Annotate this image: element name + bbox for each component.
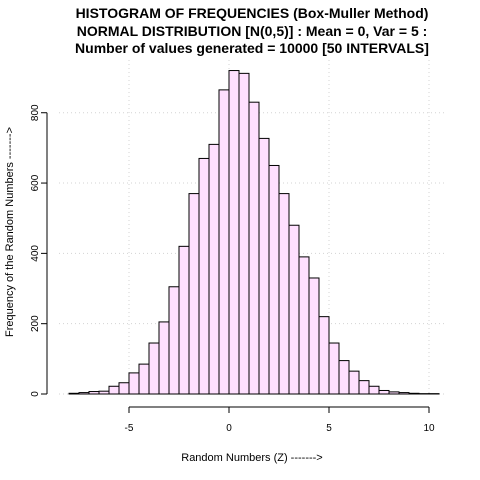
histogram-bar-20	[268, 164, 280, 395]
histogram-bar-30	[368, 385, 380, 395]
histogram-bar-3	[98, 390, 110, 395]
y-axis-label: Frequency of the Random Numbers ------->	[4, 127, 16, 337]
x-tick-label-0: -5	[125, 423, 134, 434]
histogram-bar-7	[138, 363, 150, 395]
histogram-bar-22	[288, 224, 300, 395]
chart-title-line-3: Number of values generated = 10000 [50 I…	[75, 40, 429, 56]
histogram-bar-9	[158, 321, 170, 395]
histogram-bar-28	[348, 370, 360, 395]
histogram-bar-14	[208, 143, 220, 395]
histogram-bar-5	[118, 382, 130, 395]
histogram-bar-11	[178, 245, 190, 395]
histogram-bar-19	[258, 137, 270, 395]
y-tick-label-2: 400	[30, 245, 41, 262]
histogram-bar-17	[238, 72, 250, 395]
y-tick-label-4: 800	[30, 104, 41, 121]
histogram-bar-34	[408, 392, 420, 395]
histogram-bar-27	[338, 360, 350, 395]
histogram-bar-18	[248, 101, 260, 395]
histogram-bar-23	[298, 256, 310, 395]
x-tick-label-2: 5	[326, 423, 332, 434]
histogram-bar-29	[358, 380, 370, 395]
histogram-bar-8	[148, 342, 160, 395]
x-tick-label-3: 10	[423, 423, 435, 434]
histogram-bar-33	[398, 392, 410, 395]
histogram-bar-16	[228, 70, 240, 395]
histogram-bar-24	[308, 277, 320, 395]
axes: -5 0 5 10 0 200 400 600 800	[30, 104, 435, 434]
histogram-bar-10	[168, 286, 180, 395]
x-tick-label-1: 0	[226, 423, 232, 434]
histogram-bars	[68, 70, 440, 395]
histogram-bar-26	[328, 342, 340, 395]
x-axis-label: Random Numbers (Z) ------->	[181, 452, 322, 464]
histogram-bar-0	[68, 392, 80, 395]
histogram-bar-4	[108, 385, 120, 395]
y-tick-label-3: 600	[30, 174, 41, 191]
y-tick-label-0: 0	[30, 391, 41, 397]
histogram-bar-2	[88, 391, 100, 395]
histogram-bar-13	[198, 157, 210, 395]
chart-title-line-2: NORMAL DISTRIBUTION [N(0,5)] : Mean = 0,…	[77, 23, 428, 39]
histogram-bar-12	[188, 193, 200, 395]
histogram-bar-21	[278, 193, 290, 395]
histogram-bar-15	[218, 89, 230, 395]
chart-title-line-1: HISTOGRAM OF FREQUENCIES (Box-Muller Met…	[76, 5, 429, 21]
histogram-bar-1	[78, 392, 90, 395]
histogram-bar-25	[318, 316, 330, 395]
y-tick-label-1: 200	[30, 315, 41, 332]
histogram-bar-32	[388, 391, 400, 395]
histogram-bar-31	[378, 389, 390, 395]
histogram-bar-6	[128, 372, 140, 395]
